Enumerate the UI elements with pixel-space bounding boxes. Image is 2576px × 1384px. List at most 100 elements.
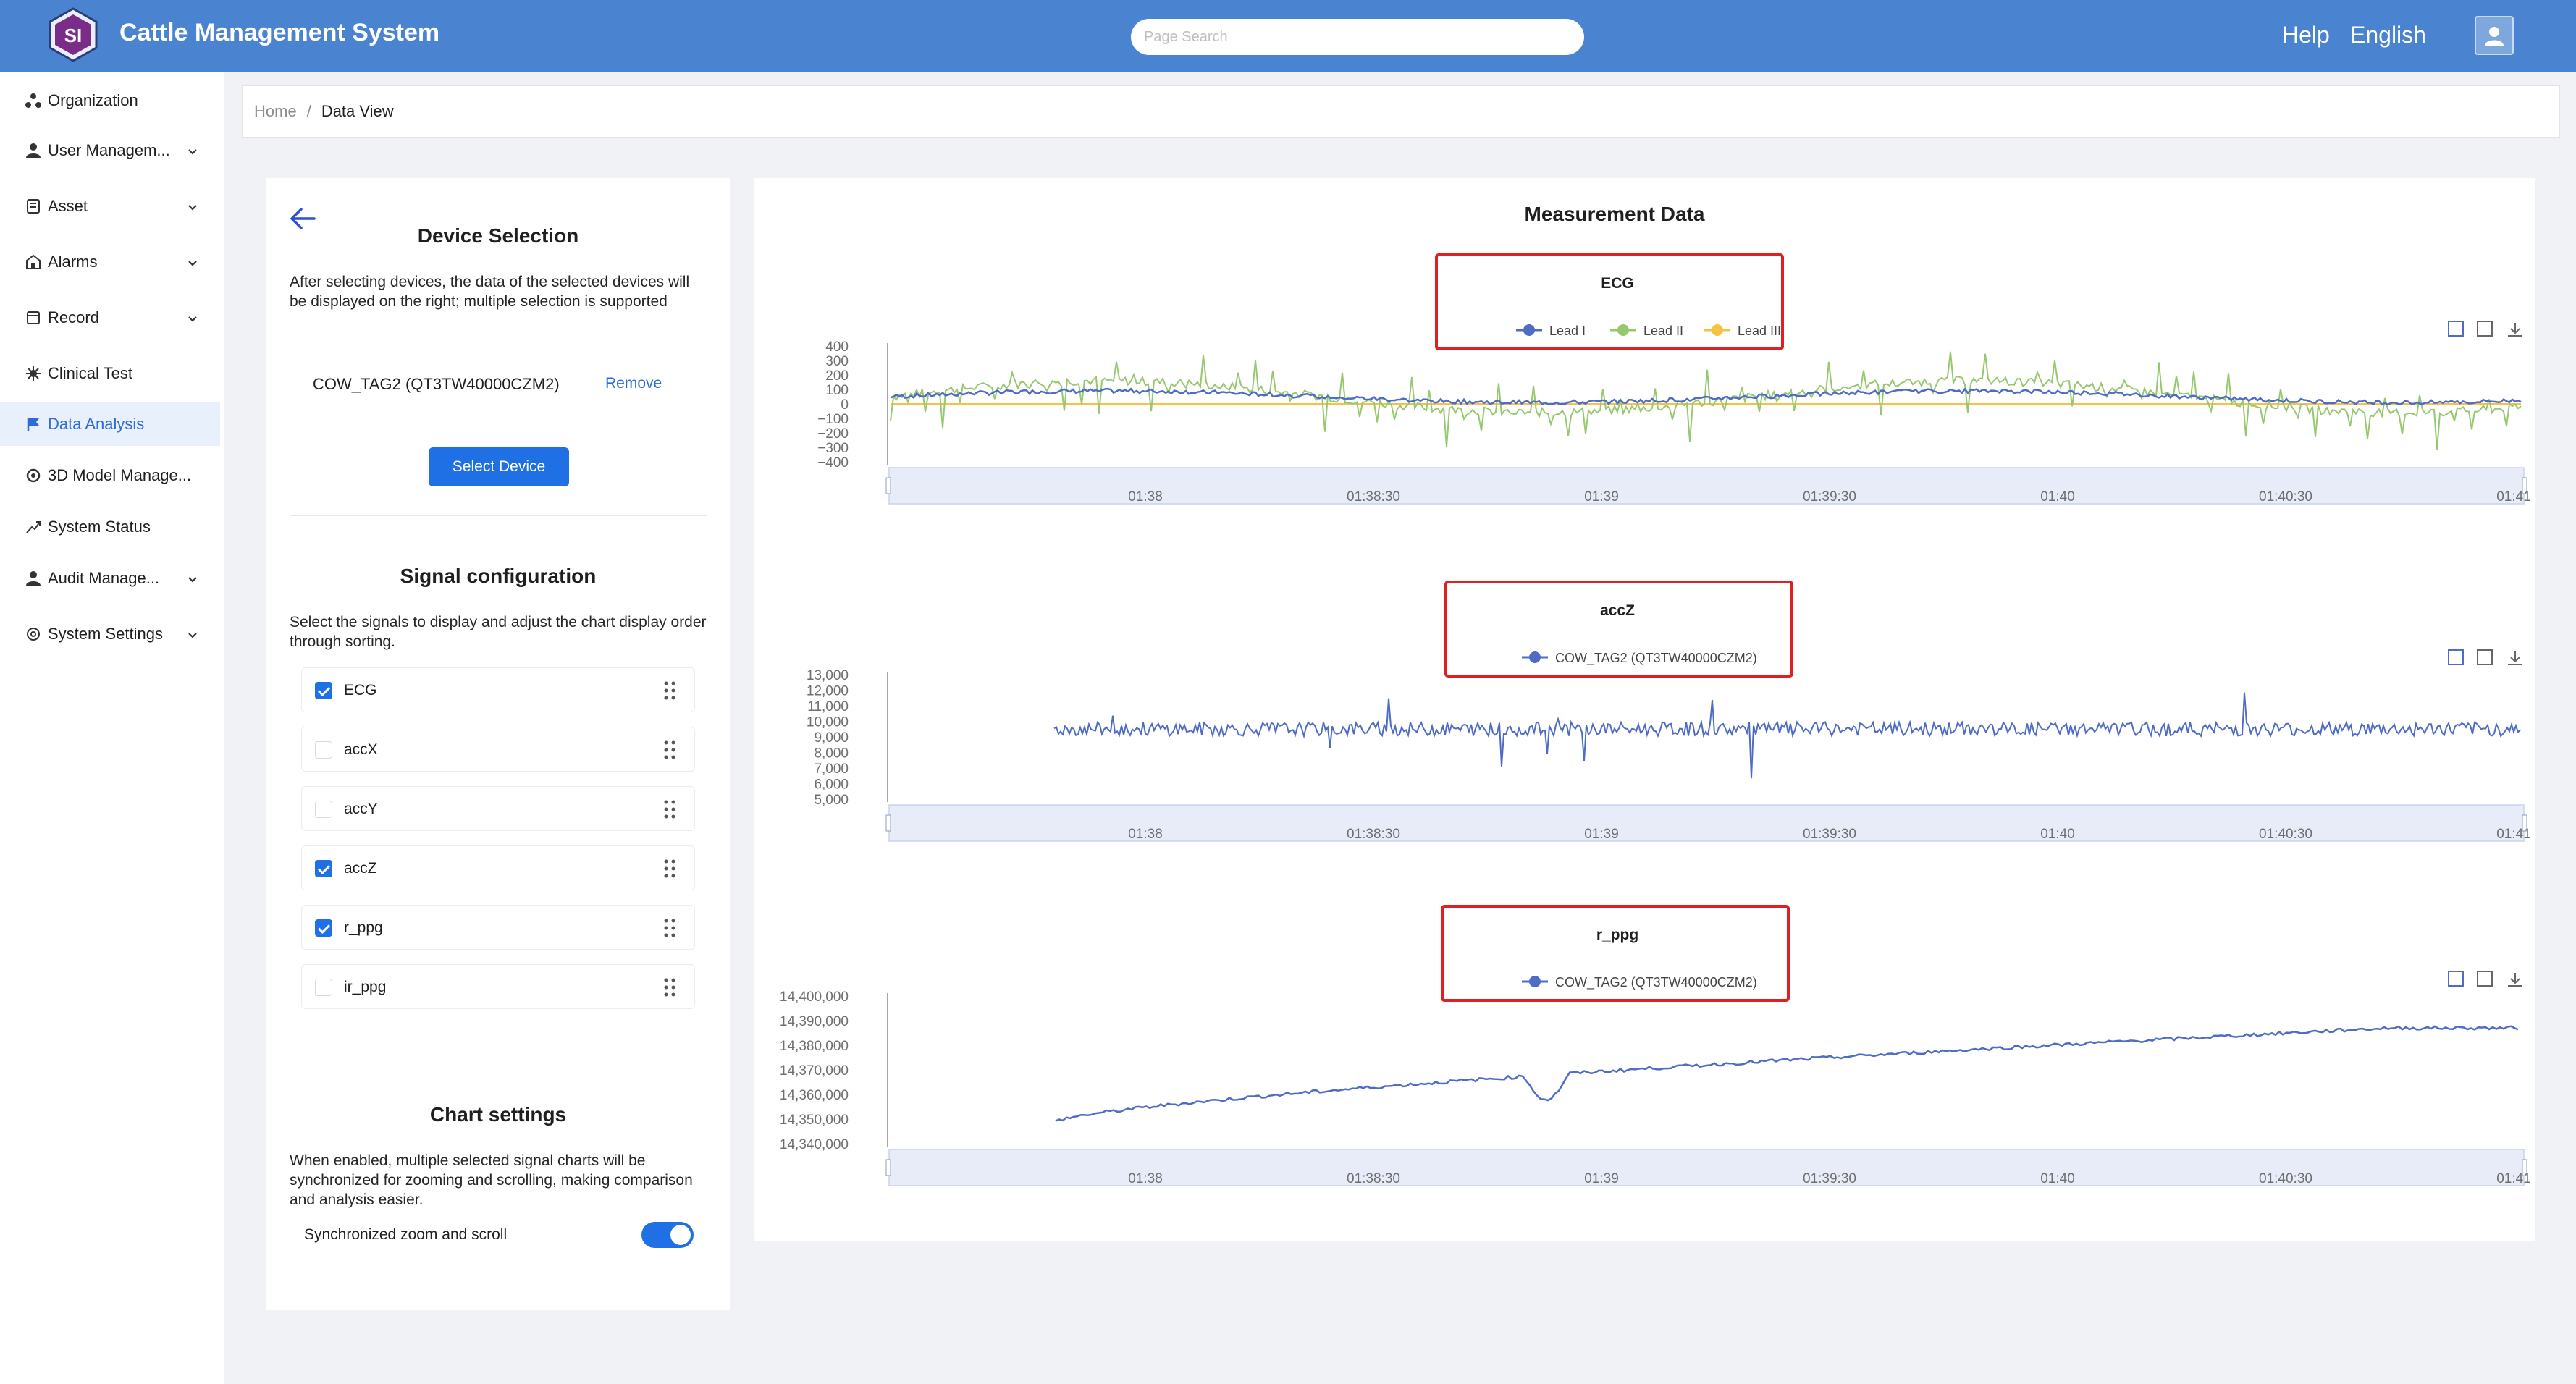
measurement-panel: Measurement Data ECG Lead I Lead II Lead II… (754, 178, 2535, 1241)
legend-label: Lead III (1738, 324, 1781, 338)
y-tick-label: 14,400,000 (780, 990, 849, 1005)
sidebar-item-label: Audit Manage... (48, 569, 160, 587)
x-tick-label: 01:38 (1128, 827, 1163, 842)
sync-zoom-toggle[interactable] (641, 1222, 694, 1248)
chart-accz[interactable]: accZ COW_TAG2 (QT3TW40000CZM2) 13,00012,00… (754, 578, 2535, 903)
drag-handle-icon[interactable] (662, 739, 677, 761)
sidebar-item-data-analysis[interactable]: Data Analysis (0, 402, 220, 446)
audit-icon (25, 570, 42, 587)
signal-name: ECG (344, 682, 377, 699)
legend-item[interactable]: Lead II (1610, 324, 1683, 338)
signal-item-accz[interactable]: accZ (301, 845, 695, 890)
legend-item[interactable]: COW_TAG2 (QT3TW40000CZM2) (1522, 651, 1757, 666)
breadcrumb-home[interactable]: Home (254, 102, 297, 120)
y-tick-label: 14,370,000 (780, 1063, 849, 1079)
x-tick-label: 01:39 (1584, 827, 1619, 842)
signal-name: accX (344, 741, 378, 758)
x-tick-label: 01:38:30 (1347, 827, 1400, 842)
legend-label: COW_TAG2 (QT3TW40000CZM2) (1555, 651, 1757, 666)
y-tick-label: 13,000 (807, 668, 849, 683)
chart-r-ppg[interactable]: r_ppg COW_TAG2 (QT3TW40000CZM2) 14,400,000… (754, 902, 2535, 1235)
restore-icon[interactable] (2477, 971, 2493, 987)
legend-item[interactable]: COW_TAG2 (QT3TW40000CZM2) (1522, 975, 1757, 990)
sidebar-item-label: Record (48, 308, 99, 326)
chevron-down-icon (187, 255, 198, 274)
sidebar-item-asset[interactable]: Asset (0, 185, 220, 228)
download-icon[interactable] (2508, 323, 2522, 337)
sidebar-item-3d-model[interactable]: 3D Model Manage... (0, 454, 220, 497)
drag-handle-icon[interactable] (662, 798, 677, 820)
signal-checkbox[interactable] (315, 860, 332, 877)
x-tick-label: 01:40:30 (2259, 489, 2312, 505)
page-search[interactable] (1131, 19, 1584, 55)
remove-device-link[interactable]: Remove (605, 375, 662, 392)
signal-item-accy[interactable]: accY (301, 786, 695, 831)
signal-checkbox[interactable] (315, 741, 332, 759)
app-logo[interactable]: SI (48, 7, 98, 62)
help-link[interactable]: Help (2282, 22, 2330, 48)
chevron-down-icon (187, 143, 198, 162)
download-icon[interactable] (2508, 651, 2522, 665)
trend-icon (25, 518, 42, 536)
drag-handle-icon[interactable] (662, 976, 677, 998)
highlight-box (1435, 253, 1784, 350)
y-tick-label: 200 (825, 368, 849, 384)
signal-checkbox[interactable] (315, 801, 332, 818)
user-avatar-button[interactable] (2475, 16, 2514, 55)
zoom-icon[interactable] (2448, 321, 2464, 337)
legend-item[interactable]: Lead III (1704, 324, 1781, 338)
drag-handle-icon[interactable] (662, 680, 677, 701)
signal-item-r-ppg[interactable]: r_ppg (301, 905, 695, 950)
signal-checkbox[interactable] (315, 979, 332, 996)
x-tick-label: 01:41 (2496, 489, 2531, 505)
download-icon[interactable] (2508, 973, 2522, 987)
legend-item[interactable]: Lead I (1516, 324, 1586, 338)
sidebar-item-system-status[interactable]: System Status (0, 505, 220, 549)
sidebar-item-record[interactable]: Record (0, 296, 220, 339)
drag-handle-icon[interactable] (662, 858, 677, 879)
chart-ecg[interactable]: ECG Lead I Lead II Lead III 4003002001000−10… (754, 250, 2535, 569)
sidebar-item-user-management[interactable]: User Managem... (0, 129, 220, 172)
signal-name: accZ (344, 860, 377, 877)
language-selector[interactable]: English (2350, 22, 2426, 48)
sync-zoom-label: Synchronized zoom and scroll (304, 1226, 508, 1243)
restore-icon[interactable] (2477, 649, 2493, 665)
breadcrumb: Home / Data View (242, 85, 2560, 138)
select-device-button[interactable]: Select Device (429, 447, 569, 486)
data-zoom-slider[interactable] (885, 1149, 2527, 1186)
selected-device: COW_TAG2 (QT3TW40000CZM2) (313, 375, 560, 393)
chart-title: ECG (1601, 275, 1634, 292)
sidebar-item-system-settings[interactable]: System Settings (0, 612, 220, 656)
sidebar-item-organization[interactable]: Organization (0, 79, 220, 122)
sidebar-item-alarms[interactable]: Alarms (0, 240, 220, 284)
zoom-icon[interactable] (2448, 971, 2464, 987)
x-tick-label: 01:38 (1128, 489, 1163, 505)
settings-icon (25, 625, 42, 643)
signal-name: r_ppg (344, 919, 383, 936)
drag-handle-icon[interactable] (662, 917, 677, 939)
signal-checkbox[interactable] (315, 919, 332, 937)
x-tick-label: 01:38 (1128, 1171, 1163, 1186)
zoom-icon[interactable] (2448, 649, 2464, 665)
breadcrumb-current: Data View (321, 102, 394, 120)
series-line-accz (1053, 692, 2521, 779)
signal-item-ecg[interactable]: ECG (301, 667, 695, 712)
restore-icon[interactable] (2477, 321, 2493, 337)
back-arrow-icon[interactable] (288, 204, 317, 237)
chart-title: r_ppg (1596, 927, 1638, 943)
data-zoom-slider[interactable] (885, 804, 2527, 842)
clinical-test-icon (25, 365, 42, 382)
search-input[interactable] (1144, 28, 1584, 46)
data-zoom-slider[interactable] (885, 467, 2527, 505)
x-tick-label: 01:38:30 (1347, 489, 1400, 505)
sidebar-item-clinical-test[interactable]: Clinical Test (0, 352, 220, 395)
signal-checkbox[interactable] (315, 682, 332, 699)
signal-item-accx[interactable]: accX (301, 727, 695, 772)
y-tick-label: −200 (817, 426, 849, 442)
y-tick-label: 400 (825, 339, 849, 355)
sidebar-item-audit-management[interactable]: Audit Manage... (0, 557, 220, 600)
signal-item-ir-ppg[interactable]: ir_ppg (301, 964, 695, 1009)
legend-label: Lead II (1643, 324, 1683, 338)
series-line-lead-ii (890, 351, 2522, 450)
